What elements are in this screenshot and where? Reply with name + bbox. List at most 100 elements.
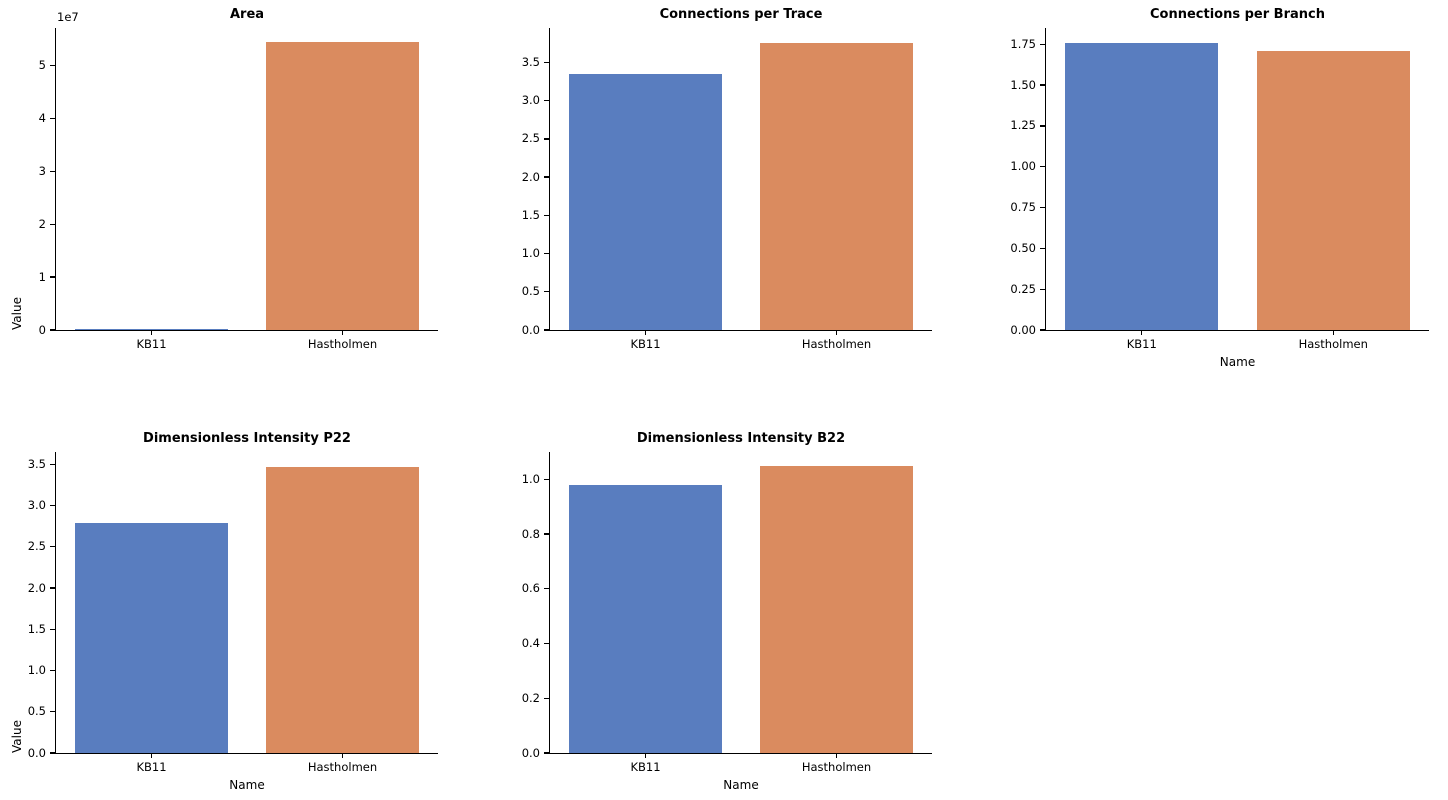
y-tick-mark bbox=[544, 642, 549, 645]
y-axis-offset-text: 1e7 bbox=[57, 10, 79, 24]
y-tick-label: 0.0 bbox=[27, 745, 46, 760]
y-tick-mark bbox=[1040, 288, 1045, 290]
y-tick-mark bbox=[544, 214, 549, 216]
y-tick-label: 0.6 bbox=[521, 581, 540, 596]
bar-kb11 bbox=[75, 329, 228, 330]
y-tick-mark bbox=[50, 329, 55, 331]
x-tick-label: Hastholmen bbox=[801, 337, 872, 351]
y-tick-label: 0.50 bbox=[1010, 240, 1036, 255]
y-tick-label: 2.5 bbox=[521, 131, 540, 146]
y-tick-mark bbox=[50, 223, 55, 225]
y-tick-mark bbox=[1040, 125, 1045, 127]
y-tick-label: 1.5 bbox=[521, 207, 540, 222]
y-tick-mark bbox=[50, 711, 55, 713]
y-tick-label: 0.8 bbox=[521, 526, 540, 541]
y-tick-mark bbox=[50, 504, 55, 507]
x-tick-mark bbox=[1141, 330, 1143, 335]
x-tick-label: KB11 bbox=[136, 760, 167, 774]
y-tick-label: 1.00 bbox=[1010, 159, 1036, 174]
y-tick-mark bbox=[544, 752, 549, 754]
chart-title: Connections per Branch bbox=[1150, 7, 1325, 22]
y-tick-mark bbox=[544, 697, 549, 699]
y-tick-label: 5 bbox=[38, 58, 46, 73]
bar-kb11 bbox=[75, 522, 228, 753]
y-tick-mark bbox=[50, 64, 55, 67]
y-tick-label: 1.0 bbox=[27, 663, 46, 678]
x-tick-mark bbox=[644, 330, 647, 335]
x-tick-label: Hastholmen bbox=[307, 760, 378, 774]
bar-hastholmen bbox=[266, 42, 419, 330]
y-tick-label: 3.5 bbox=[27, 456, 46, 471]
y-tick-label: 0 bbox=[38, 322, 46, 337]
y-tick-mark bbox=[50, 276, 55, 278]
y-tick-mark bbox=[544, 99, 549, 102]
x-tick-mark bbox=[150, 330, 153, 335]
bar-hastholmen bbox=[1256, 50, 1410, 330]
chart-title: Connections per Trace bbox=[659, 7, 823, 22]
chart-dimensionless-intensity-p22: Dimensionless Intensity P22 Value Name 0.0 0… bbox=[10, 431, 438, 792]
y-tick-label: 4 bbox=[38, 110, 46, 125]
y-tick-mark bbox=[50, 170, 55, 172]
y-tick-mark bbox=[50, 117, 55, 120]
y-tick-mark bbox=[544, 478, 549, 480]
bar-kb11 bbox=[569, 484, 722, 753]
y-tick-mark bbox=[1040, 206, 1045, 209]
y-tick-mark bbox=[544, 138, 549, 140]
x-tick-label: KB11 bbox=[630, 337, 661, 351]
x-tick-mark bbox=[341, 753, 344, 758]
x-tick-label: Hastholmen bbox=[1298, 337, 1368, 351]
chart-dimensionless-intensity-b22: Dimensionless Intensity B22 Name 0.0 0.2 0.4… bbox=[522, 431, 932, 792]
y-tick-mark bbox=[1040, 166, 1045, 168]
y-tick-mark bbox=[1040, 329, 1045, 331]
chart-title: Dimensionless Intensity P22 bbox=[143, 431, 351, 446]
y-tick-label: 1.75 bbox=[1010, 36, 1036, 51]
y-tick-label: 2.5 bbox=[27, 539, 46, 554]
y-tick-label: 1.0 bbox=[521, 471, 540, 486]
x-tick-label: Hastholmen bbox=[307, 337, 378, 351]
y-tick-label: 1.50 bbox=[1010, 77, 1036, 92]
y-tick-label: 3.5 bbox=[521, 54, 540, 69]
y-tick-mark bbox=[50, 752, 55, 754]
y-tick-mark bbox=[544, 291, 549, 293]
y-tick-label: 1.25 bbox=[1010, 118, 1036, 133]
bar-hastholmen bbox=[266, 466, 419, 753]
y-tick-mark bbox=[1040, 84, 1045, 86]
bar-hastholmen bbox=[760, 42, 913, 330]
y-tick-mark bbox=[544, 329, 549, 331]
y-tick-mark bbox=[1040, 43, 1045, 45]
bar-hastholmen bbox=[760, 465, 913, 753]
y-tick-label: 0.4 bbox=[521, 636, 540, 651]
y-axis-label: Value bbox=[10, 297, 24, 330]
y-tick-label: 0.75 bbox=[1010, 200, 1036, 215]
y-tick-label: 3.0 bbox=[27, 498, 46, 513]
x-axis-label: Name bbox=[1219, 355, 1256, 369]
x-tick-mark bbox=[835, 753, 838, 758]
y-tick-label: 1.5 bbox=[27, 621, 46, 636]
y-tick-label: 2.0 bbox=[521, 169, 540, 184]
y-tick-label: 0.00 bbox=[1010, 322, 1036, 337]
y-tick-label: 3.0 bbox=[521, 93, 540, 108]
y-tick-label: 1 bbox=[38, 269, 46, 284]
chart-connections-per-branch: Connections per Branch Name 0.00 0.25 0.50 0.… bbox=[1010, 7, 1429, 369]
y-tick-mark bbox=[50, 628, 55, 630]
y-tick-mark bbox=[544, 588, 549, 590]
y-tick-label: 1.0 bbox=[521, 246, 540, 261]
bar-kb11 bbox=[1065, 42, 1219, 330]
y-tick-mark bbox=[50, 546, 55, 548]
y-tick-label: 2 bbox=[38, 216, 46, 231]
x-axis-label: Name bbox=[723, 778, 759, 792]
x-tick-label: Hastholmen bbox=[801, 760, 872, 774]
y-tick-mark bbox=[50, 587, 55, 589]
y-tick-label: 0.25 bbox=[1010, 281, 1036, 296]
y-tick-label: 0.5 bbox=[521, 284, 540, 299]
y-tick-mark bbox=[544, 176, 549, 178]
x-tick-mark bbox=[341, 330, 344, 335]
chart-title: Dimensionless Intensity B22 bbox=[636, 431, 846, 446]
x-tick-mark bbox=[1332, 330, 1334, 335]
y-tick-label: 0.0 bbox=[521, 322, 540, 337]
y-tick-mark bbox=[1040, 247, 1045, 250]
x-tick-mark bbox=[150, 753, 153, 758]
chart-area: Area 1e7 Value 0 1 2 3 4 5 KB11 Hastholmen bbox=[10, 7, 438, 351]
y-tick-label: 0.5 bbox=[27, 704, 46, 719]
